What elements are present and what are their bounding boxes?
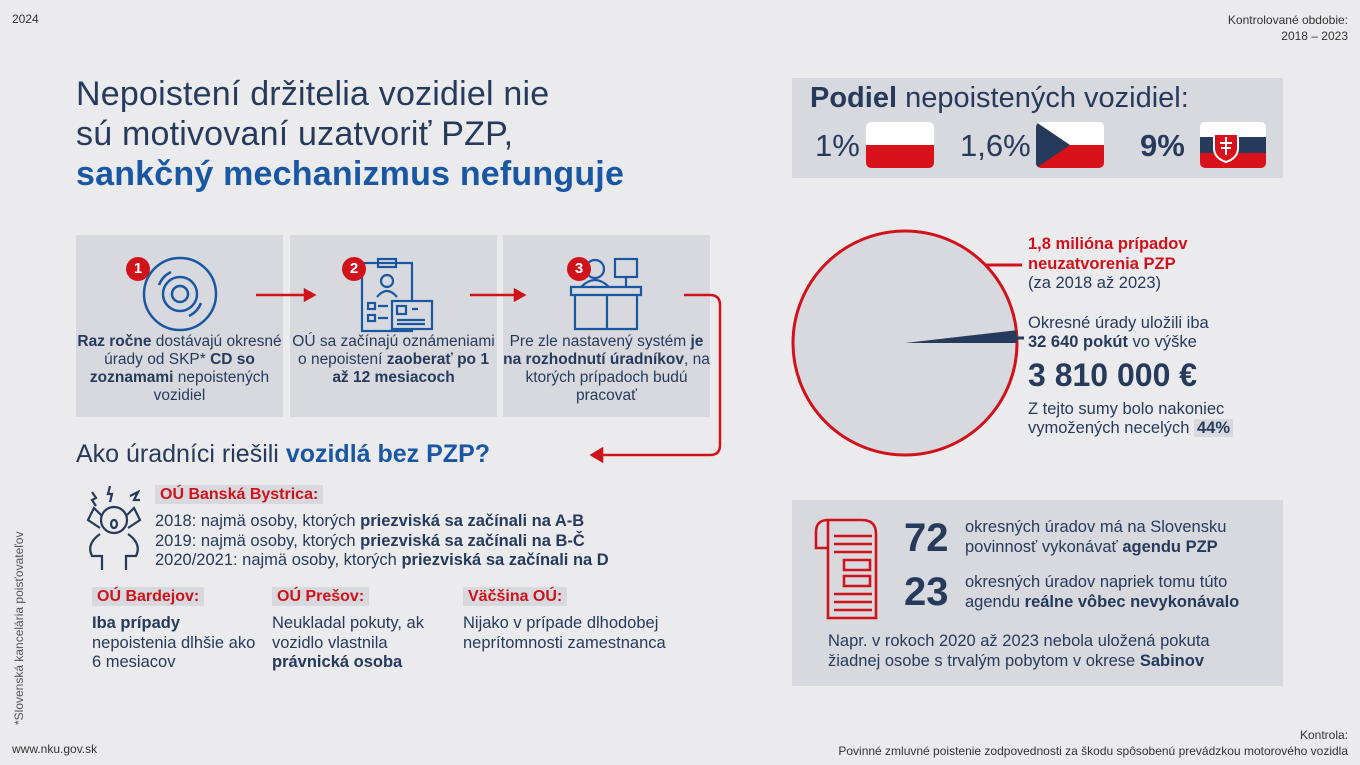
count-72: 72 xyxy=(904,516,949,560)
share-slovakia-value: 9% xyxy=(1140,128,1185,163)
title-highlight: sankčný mechanizmus nefunguje xyxy=(76,155,625,193)
office-majority: Väčšina OÚ: Nijako v prípade dlhodobej n… xyxy=(463,587,666,652)
office-label: OÚ Prešov: xyxy=(272,587,370,606)
year: 2024 xyxy=(12,12,39,26)
bb-rows: 2018: najmä osoby, ktorých priezviská sa… xyxy=(155,512,609,571)
bb-row: 2019: najmä osoby, ktorých priezviská sa… xyxy=(155,531,585,550)
page-title: Nepoistení držitelia vozidiel nie sú mot… xyxy=(76,74,624,194)
stats-text: 1,8 milióna prípadov neuzatvorenia PZP (… xyxy=(1028,235,1234,439)
period: Kontrolované obdobie: 2018 – 2023 xyxy=(1228,12,1348,44)
offices-box: 72 okresných úradov má na Slovensku povin… xyxy=(792,500,1283,686)
period-value: 2018 – 2023 xyxy=(1281,29,1348,43)
website-link[interactable]: www.nku.gov.sk xyxy=(12,742,98,756)
office-bardejov: OÚ Bardejov: Iba prípady nepoistenia dlhš… xyxy=(92,587,256,671)
step-text: Raz ročne dostávajú okresné úrady od SKP… xyxy=(77,333,282,404)
count-23: 23 xyxy=(904,570,949,614)
audit-info: Kontrola: Povinné zmluvné poistenie zodpo… xyxy=(838,728,1348,758)
stressed-person-icon xyxy=(86,485,142,570)
czech-flag-icon xyxy=(1036,122,1104,168)
step-text: Pre zle nastavený systém je na rozhodnut… xyxy=(503,333,710,404)
sabinov-note: Napr. v rokoch 2020 až 2023 nebola ulože… xyxy=(828,632,1210,670)
office-label: OÚ Bardejov: xyxy=(92,587,205,606)
clipboard-id-icon xyxy=(360,257,434,333)
pie-fines-slice xyxy=(905,330,1017,343)
cd-icon xyxy=(142,256,218,332)
step-2: 2 OÚ sa začínajú oznámeniami o nepoisten… xyxy=(290,235,497,417)
step-number: 3 xyxy=(567,257,591,281)
pie-chart xyxy=(791,229,1024,457)
count-72-text: okresných úradov má na Slovensku povinnos… xyxy=(965,518,1227,556)
recovered-percent: 44% xyxy=(1194,419,1234,437)
step-text: OÚ sa začínajú oznámeniami o nepoistení … xyxy=(292,333,495,386)
share-poland-value: 1% xyxy=(815,128,860,163)
title-line: Nepoistení držitelia vozidiel nie xyxy=(76,75,550,113)
bb-row: 2018: najmä osoby, ktorých priezviská sa… xyxy=(155,512,585,530)
poland-flag-icon xyxy=(866,122,934,168)
title-line: sú motivovaní uzatvoriť PZP, xyxy=(76,115,514,153)
bb-block: OÚ Banská Bystrica: 2018: najmä osoby, k… xyxy=(155,484,609,571)
fine-amount: 3 810 000 € xyxy=(1028,356,1198,393)
office-label: Väčšina OÚ: xyxy=(463,587,568,606)
step-3: 3 Pre zle nastavený systém je na rozhodn… xyxy=(503,235,710,417)
document-icon xyxy=(814,518,878,620)
share-title: Podiel nepoistených vozidiel: xyxy=(810,82,1189,114)
share-czechia-value: 1,6% xyxy=(960,128,1031,163)
footnote: *Slovenská kancelária poisťovateľov xyxy=(12,531,26,725)
step-1: 1 Raz ročne dostávajú okresné úrady od S… xyxy=(76,235,283,417)
bb-row: 2020/2021: najmä osoby, ktorých priezvis… xyxy=(155,551,609,569)
connector-arrow xyxy=(600,293,722,457)
step-number: 2 xyxy=(342,257,366,281)
count-23-text: okresných úradov napriek tomu túto agendu… xyxy=(965,573,1240,611)
share-box: Podiel nepoistených vozidiel: 1% 1,6% 9% xyxy=(792,78,1283,178)
bb-label: OÚ Banská Bystrica: xyxy=(155,485,324,504)
step-number: 1 xyxy=(126,257,150,281)
period-label: Kontrolované obdobie: xyxy=(1227,13,1348,27)
flow-arrows xyxy=(256,287,722,464)
office-desk-icon xyxy=(569,257,643,331)
office-presov: OÚ Prešov: Neukladal pokuty, ak vozidlo … xyxy=(272,587,424,671)
section-heading: Ako úradníci riešili vozidlá bez PZP? xyxy=(76,440,491,468)
slovak-flag-icon xyxy=(1200,122,1266,168)
